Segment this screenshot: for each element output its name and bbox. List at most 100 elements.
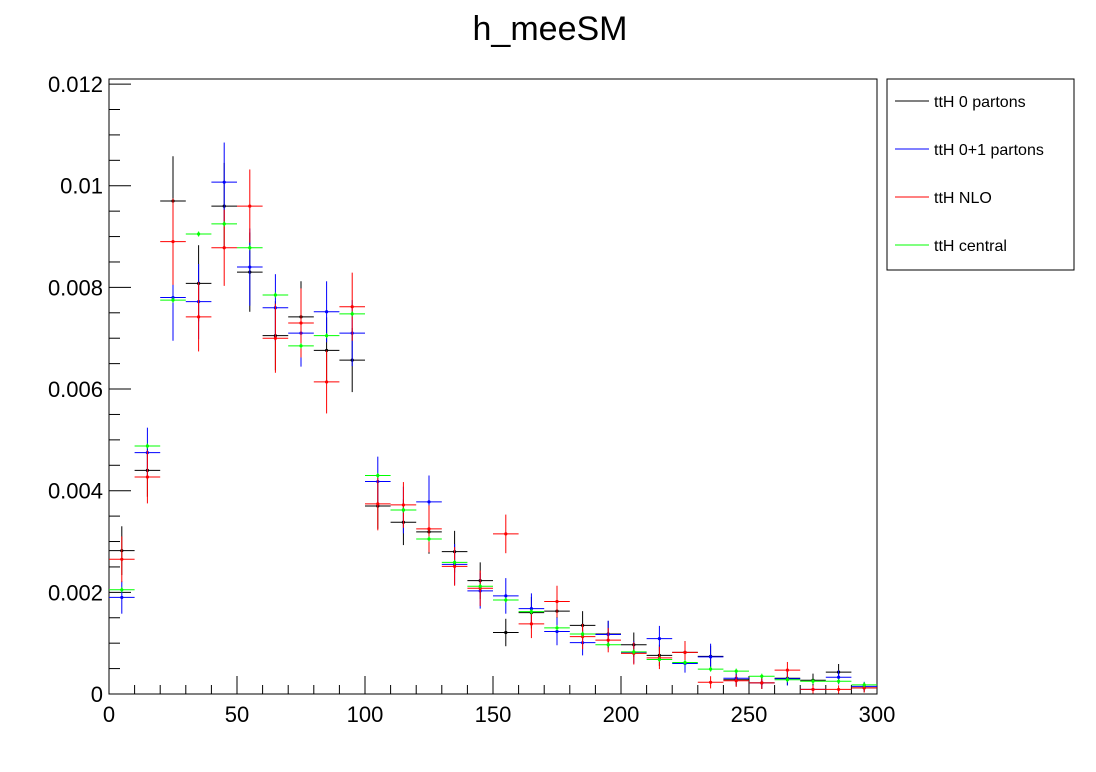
data-point: [544, 585, 570, 618]
data-point: [416, 536, 442, 542]
axes: 0 50 100 150 200 250 300 0 0.002 0.004 0.006 0.008 0…: [48, 72, 895, 727]
marker: [222, 246, 226, 250]
x-tick-label: 0: [103, 702, 115, 727]
marker: [811, 679, 815, 683]
marker: [376, 473, 380, 478]
data-point: [697, 666, 724, 672]
marker: [222, 180, 226, 184]
data-point: [493, 514, 519, 554]
marker: [606, 643, 610, 647]
marker: [811, 687, 815, 692]
marker: [171, 298, 175, 302]
data-point: [185, 282, 212, 352]
legend-entry: ttH 0+1 partons: [895, 142, 1044, 159]
marker: [529, 607, 534, 611]
marker: [529, 622, 534, 626]
data-point: [518, 609, 545, 615]
data-point: [262, 292, 289, 298]
marker: [427, 527, 431, 531]
marker: [145, 444, 149, 448]
data-point: [365, 472, 391, 478]
marker: [299, 344, 303, 348]
marker: [325, 310, 329, 314]
legend-label: ttH 0 partons: [934, 94, 1026, 111]
data-point: [749, 673, 775, 679]
data-point: [672, 641, 698, 664]
data-point: [518, 609, 545, 639]
marker: [120, 588, 124, 592]
legend-label: ttH central: [934, 238, 1007, 255]
data-point: [544, 625, 570, 631]
data-point: [237, 245, 263, 251]
data-point: [493, 618, 519, 647]
data-point: [185, 231, 212, 237]
marker: [581, 632, 585, 636]
data-point: [441, 559, 468, 565]
marker: [401, 503, 405, 507]
legend-box: [886, 78, 1075, 271]
marker: [171, 240, 175, 244]
data-series: [109, 142, 877, 694]
marker: [760, 681, 764, 685]
data-point: [774, 677, 801, 683]
data-point: [723, 668, 749, 674]
legend-entry: ttH NLO: [895, 190, 992, 207]
legend: ttH 0 partons ttH 0+1 partons ttH NLO ttH c…: [886, 78, 1075, 271]
data-point: [365, 477, 391, 531]
marker: [785, 678, 790, 682]
data-point: [211, 221, 237, 227]
data-point: [313, 350, 340, 414]
marker: [709, 667, 713, 671]
marker: [120, 595, 124, 600]
marker: [222, 222, 226, 226]
data-point: [339, 272, 365, 341]
marker: [760, 674, 764, 678]
data-point: [441, 547, 468, 586]
data-point: [774, 661, 801, 679]
x-tick-label: 150: [475, 702, 512, 727]
legend-label: ttH 0+1 partons: [934, 142, 1044, 159]
marker: [453, 564, 457, 569]
y-tick-label: 0.002: [48, 580, 103, 605]
x-tick-label: 100: [347, 702, 384, 727]
data-point: [697, 676, 724, 689]
marker: [248, 265, 252, 269]
data-point: [825, 678, 852, 684]
data-point: [723, 674, 749, 687]
marker: [248, 204, 252, 208]
marker: [862, 686, 866, 690]
legend-entry: ttH central: [895, 238, 1007, 255]
marker: [120, 557, 124, 561]
marker: [734, 679, 738, 683]
x-tick-label: 50: [225, 702, 249, 727]
marker: [555, 629, 559, 634]
series-3: [109, 221, 877, 688]
marker: [734, 669, 738, 673]
data-point: [595, 627, 621, 653]
marker: [581, 634, 585, 639]
y-tick-label: 0.006: [48, 377, 103, 402]
marker: [606, 638, 610, 642]
x-tick-label: 300: [859, 702, 896, 727]
marker: [325, 380, 329, 384]
marker: [248, 246, 252, 250]
marker: [709, 655, 713, 659]
data-point: [390, 507, 417, 513]
marker: [504, 594, 508, 598]
marker: [504, 598, 508, 602]
x-tick-label: 200: [603, 702, 640, 727]
marker: [273, 293, 277, 297]
marker: [837, 687, 841, 692]
marker: [555, 599, 559, 604]
data-point: [109, 587, 135, 593]
y-tick-label: 0.012: [48, 72, 103, 97]
chart-title: h_meeSM: [473, 10, 628, 48]
marker: [427, 537, 431, 541]
data-point: [390, 482, 417, 528]
marker: [478, 584, 482, 588]
marker: [401, 508, 405, 512]
data-point: [646, 656, 673, 662]
marker: [504, 630, 508, 635]
marker: [657, 657, 662, 662]
